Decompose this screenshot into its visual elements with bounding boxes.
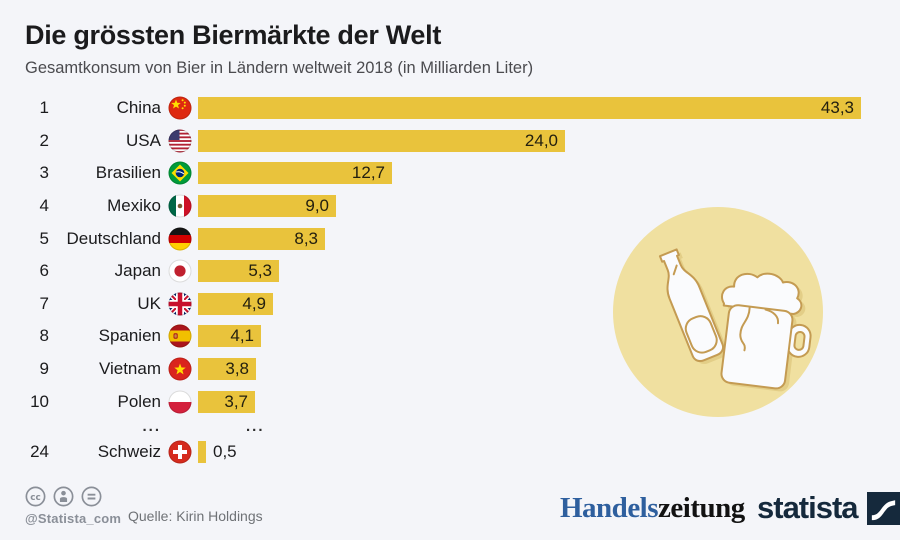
chart-row: 4 Mexiko 9,0 — [27, 190, 861, 223]
handelszeitung-logo-part2: zeitung — [658, 492, 745, 524]
country-label: Polen — [117, 391, 161, 411]
ellipsis-left: ... — [142, 418, 161, 436]
chart-row: 10 Polen 3,7 — [27, 385, 861, 418]
value-label: 12,7 — [351, 163, 385, 183]
country-label: Japan — [114, 261, 161, 281]
country-label: USA — [126, 130, 161, 150]
svg-text:cc: cc — [30, 493, 41, 503]
country-label: Schweiz — [97, 442, 161, 462]
cc-icon: cc — [25, 486, 46, 507]
value-label: 24,0 — [524, 130, 558, 150]
value-bar: 9,0 — [198, 195, 336, 218]
rank-label: 3 — [39, 163, 49, 183]
rank-label: 4 — [39, 196, 49, 216]
handelszeitung-logo: Handelszeitung — [560, 492, 745, 525]
header: Die grössten Biermärkte der Welt Gesamtk… — [25, 20, 533, 78]
chart-row: 3 Brasilien 12,7 — [27, 157, 861, 190]
country-label: Deutschland — [66, 228, 161, 248]
rank-label: 6 — [39, 261, 49, 281]
value-label: 8,3 — [294, 228, 318, 248]
value-label: 43,3 — [820, 98, 854, 118]
flag-br-icon — [168, 161, 192, 185]
page-title: Die grössten Biermärkte der Welt — [25, 20, 442, 50]
beer-illustration-icon — [613, 207, 823, 417]
statista-logo-icon — [866, 491, 900, 525]
value-label: 3,7 — [224, 391, 248, 411]
value-bar: 4,9 — [198, 292, 273, 315]
country-label: Spanien — [98, 326, 161, 346]
chart-row: 1 China 43,3 — [27, 92, 861, 125]
country-label: China — [116, 98, 161, 118]
equal-license-icon — [81, 486, 102, 507]
rank-label: 24 — [30, 442, 49, 462]
chart-row: 7 UK 4,9 — [27, 288, 861, 321]
value-label: 9,0 — [305, 196, 329, 216]
statista-handle: @Statista_com — [25, 511, 122, 526]
flag-pl-icon — [168, 390, 192, 414]
attribution-icon — [53, 486, 74, 507]
value-label: 3,8 — [225, 359, 249, 379]
rank-label: 2 — [39, 130, 49, 150]
ellipsis-row: ... ... — [27, 418, 861, 436]
flag-jp-icon — [168, 259, 192, 283]
value-bar: 12,7 — [198, 162, 392, 185]
country-label: Brasilien — [95, 163, 161, 183]
chart-row: 6 Japan 5,3 — [27, 255, 861, 288]
chart-row: 5 Deutschland 8,3 — [27, 222, 861, 255]
country-label: Vietnam — [98, 359, 161, 379]
value-bar: 5,3 — [198, 260, 279, 283]
value-bar — [198, 441, 206, 464]
license-block: cc @Statista_com — [25, 486, 121, 526]
flag-de-icon — [168, 227, 192, 251]
statista-logo: statista — [757, 490, 900, 526]
value-label: 4,1 — [230, 326, 254, 346]
value-bar: 3,7 — [198, 390, 255, 413]
ellipsis-right: ... — [246, 418, 265, 436]
value-bar: 24,0 — [198, 129, 565, 152]
value-bar: 3,8 — [198, 358, 256, 381]
chart-row: 9 Vietnam 3,8 — [27, 353, 861, 386]
value-label: 4,9 — [242, 293, 266, 313]
rank-label: 8 — [39, 326, 49, 346]
source-note: Quelle: Kirin Holdings — [128, 508, 263, 524]
rank-label: 7 — [39, 293, 49, 313]
flag-us-icon — [168, 129, 192, 153]
rank-label: 5 — [39, 228, 49, 248]
flag-gb-icon — [168, 292, 192, 316]
chart-row: 8 Spanien 4,1 — [27, 320, 861, 353]
handelszeitung-logo-part1: Handels — [560, 492, 659, 524]
value-bar: 4,1 — [198, 325, 261, 348]
value-bar: 43,3 — [198, 97, 861, 120]
statista-wordmark: statista — [757, 490, 859, 525]
flag-es-icon — [168, 324, 192, 348]
value-label: 0,5 — [213, 442, 237, 462]
country-label: Mexiko — [107, 196, 161, 216]
chart-row: 2 USA 24,0 — [27, 125, 861, 158]
rank-label: 1 — [39, 98, 49, 118]
flag-mx-icon — [168, 194, 192, 218]
rank-label: 10 — [30, 391, 49, 411]
chart-row: 24 Schweiz 0,5 — [27, 436, 861, 469]
rank-label: 9 — [39, 359, 49, 379]
country-label: UK — [137, 293, 161, 313]
flag-ch-icon — [168, 440, 192, 464]
flag-vn-icon — [168, 357, 192, 381]
flag-cn-icon — [168, 96, 192, 120]
page-subtitle: Gesamtkonsum von Bier in Ländern weltwei… — [25, 59, 534, 77]
value-bar: 8,3 — [198, 227, 325, 250]
value-label: 5,3 — [248, 261, 272, 281]
bar-chart: 1 China 43,3 2 USA 24,0 3 Brasilien 12,7 — [27, 92, 861, 469]
